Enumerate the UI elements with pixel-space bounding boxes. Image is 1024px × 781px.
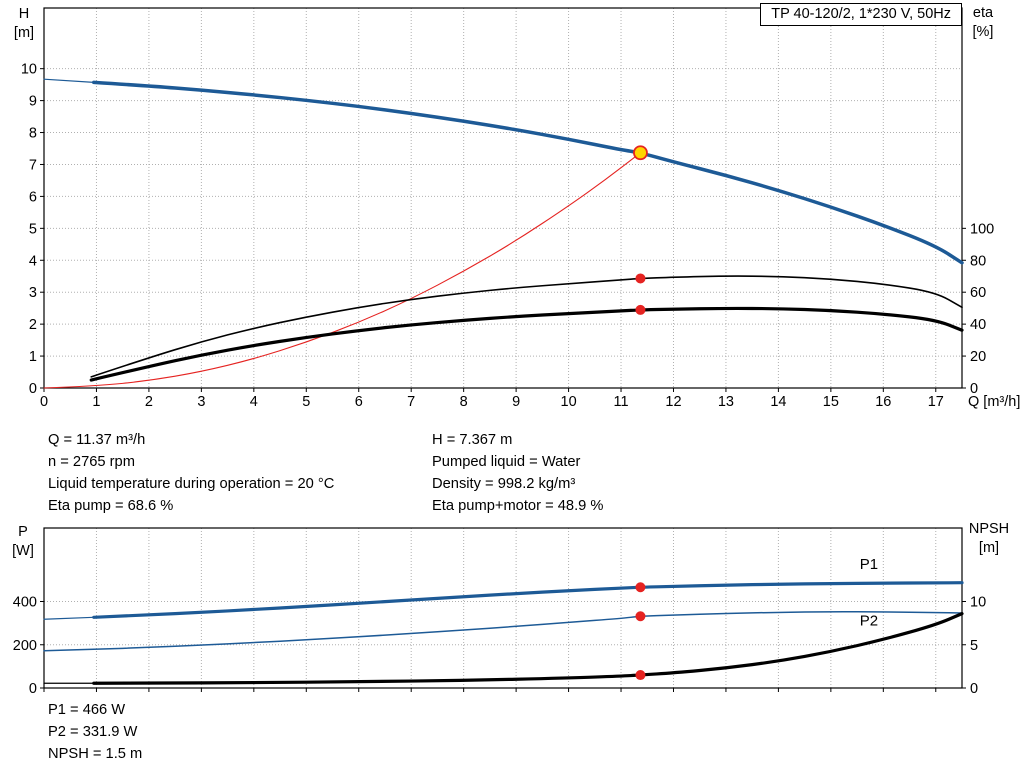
x-axis-tick-label: 4	[250, 394, 258, 410]
x-axis-tick-label: 6	[355, 394, 363, 410]
eta-pump-motor-curve	[89, 306, 964, 382]
duty-flow-text: Q = 11.37 m³/h	[48, 432, 146, 448]
x-axis-tick-label: 10	[561, 394, 577, 410]
pump-model-text: TP 40-120/2, 1*230 V, 50Hz	[771, 6, 951, 22]
x-axis-tick-label: 2	[145, 394, 153, 410]
x-axis-tick-label: 0	[40, 394, 48, 410]
x-axis-tick-label: 8	[460, 394, 468, 410]
right-axis-tick-label: 5	[970, 638, 978, 654]
x-axis-tick-label: 11	[613, 394, 628, 410]
x-axis-tick-label: 5	[302, 394, 310, 410]
npsh-axis-label: NPSH [m]	[961, 520, 1017, 558]
p2-curve-label: P2	[860, 612, 878, 629]
left-axis-tick-label: 0	[29, 381, 37, 397]
p2-curve	[43, 611, 963, 652]
x-axis-tick-label: 15	[823, 394, 839, 410]
x-axis-tick-label: 14	[770, 394, 786, 410]
p-axis-unit: [W]	[12, 543, 34, 559]
x-axis-tick-label: 9	[512, 394, 520, 410]
npsh-duty-dot	[635, 670, 646, 681]
x-axis-tick-label: 17	[928, 394, 944, 410]
npsh-axis-unit: [m]	[978, 540, 1000, 556]
npsh-value-text: NPSH = 1.5 m	[48, 746, 143, 762]
left-axis-tick-label: 9	[29, 94, 37, 110]
left-axis-tick-label: 4	[29, 253, 37, 269]
power-info-block: P1 = 466 W P2 = 331.9 W NPSH = 1.5 m	[48, 699, 142, 765]
q-axis-label: Q [m³/h]	[968, 393, 1020, 412]
eta-axis-unit: [%]	[972, 24, 994, 40]
eta-pump-curve	[90, 275, 963, 378]
x-axis-tick-label: 16	[875, 394, 891, 410]
p1-curve	[92, 581, 964, 619]
h-axis-symbol: H	[18, 6, 30, 22]
duty-info-left-column: Q = 11.37 m³/h n = 2765 rpm Liquid tempe…	[48, 429, 334, 517]
p2-duty-dot	[635, 611, 646, 622]
left-axis-tick-label: 1	[29, 349, 37, 365]
duty-head-text: H = 7.367 m	[432, 432, 513, 448]
p-axis-symbol: P	[18, 524, 28, 540]
eta-axis-symbol: eta	[972, 5, 994, 21]
left-axis-tick-label: 400	[13, 595, 37, 611]
x-axis-tick-label: 3	[197, 394, 205, 410]
x-axis-tick-label: 1	[92, 394, 100, 410]
plot-border	[43, 7, 963, 389]
p2-value-text: P2 = 331.9 W	[48, 724, 138, 740]
p1-curve-thin-lead	[43, 616, 95, 620]
left-axis-tick-label: 0	[29, 681, 37, 697]
x-axis-tick-label: 12	[665, 394, 681, 410]
pump-model-box: TP 40-120/2, 1*230 V, 50Hz	[760, 3, 962, 26]
q-axis-text: Q [m³/h]	[968, 394, 1021, 410]
power-npsh-chart: 0 200 400 0 5 10 P1 P2	[13, 527, 986, 697]
duty-liquid-text: Pumped liquid = Water	[432, 454, 581, 470]
h-axis-unit: [m]	[13, 25, 35, 41]
duty-point-marker	[633, 145, 648, 161]
system-curve	[43, 152, 641, 389]
duty-speed-text: n = 2765 rpm	[48, 454, 135, 470]
eta-pump-motor-duty-dot	[635, 304, 646, 315]
left-axis-tick-label: 6	[29, 189, 37, 205]
duty-temperature-text: Liquid temperature during operation = 20…	[48, 476, 335, 492]
p-axis-label: P [W]	[5, 523, 41, 561]
p1-curve-label: P1	[860, 556, 878, 573]
right-axis-tick-label: 0	[970, 681, 978, 697]
left-axis-tick-label: 5	[29, 221, 37, 237]
right-axis-tick-label: 10	[970, 595, 986, 611]
eta-pump-duty-dot	[635, 273, 646, 284]
p1-duty-dot	[635, 582, 646, 593]
right-axis-tick-label: 80	[970, 253, 986, 269]
npsh-curve	[92, 612, 964, 685]
h-axis-label: H [m]	[6, 5, 42, 43]
right-axis-tick-label: 20	[970, 349, 986, 365]
left-axis-tick-label: 10	[21, 62, 37, 78]
x-axis-tick-label: 13	[718, 394, 734, 410]
npsh-axis-symbol: NPSH	[968, 521, 1010, 537]
duty-eta-pump-text: Eta pump = 68.6 %	[48, 498, 174, 514]
left-axis-tick-label: 2	[29, 317, 37, 333]
right-axis-tick-label: 40	[970, 317, 986, 333]
eta-axis-label: eta [%]	[961, 4, 1005, 42]
left-axis-tick-label: 200	[13, 638, 37, 654]
right-axis-tick-label: 100	[970, 221, 994, 237]
right-axis-tick-label: 60	[970, 285, 986, 301]
head-curve-thin-lead	[43, 78, 95, 84]
p1-value-text: P1 = 466 W	[48, 702, 126, 718]
duty-info-right-column: H = 7.367 m Pumped liquid = Water Densit…	[432, 429, 603, 517]
right-axis-tick-label: 0	[970, 381, 978, 397]
left-axis-tick-label: 8	[29, 126, 37, 142]
left-axis-tick-label: 7	[29, 157, 37, 173]
head-curve	[92, 80, 964, 265]
plot-border	[43, 527, 963, 689]
x-axis-tick-label: 7	[407, 394, 415, 410]
duty-eta-total-text: Eta pump+motor = 48.9 %	[432, 498, 604, 514]
left-axis-tick-label: 3	[29, 285, 37, 301]
duty-density-text: Density = 998.2 kg/m³	[432, 476, 576, 492]
